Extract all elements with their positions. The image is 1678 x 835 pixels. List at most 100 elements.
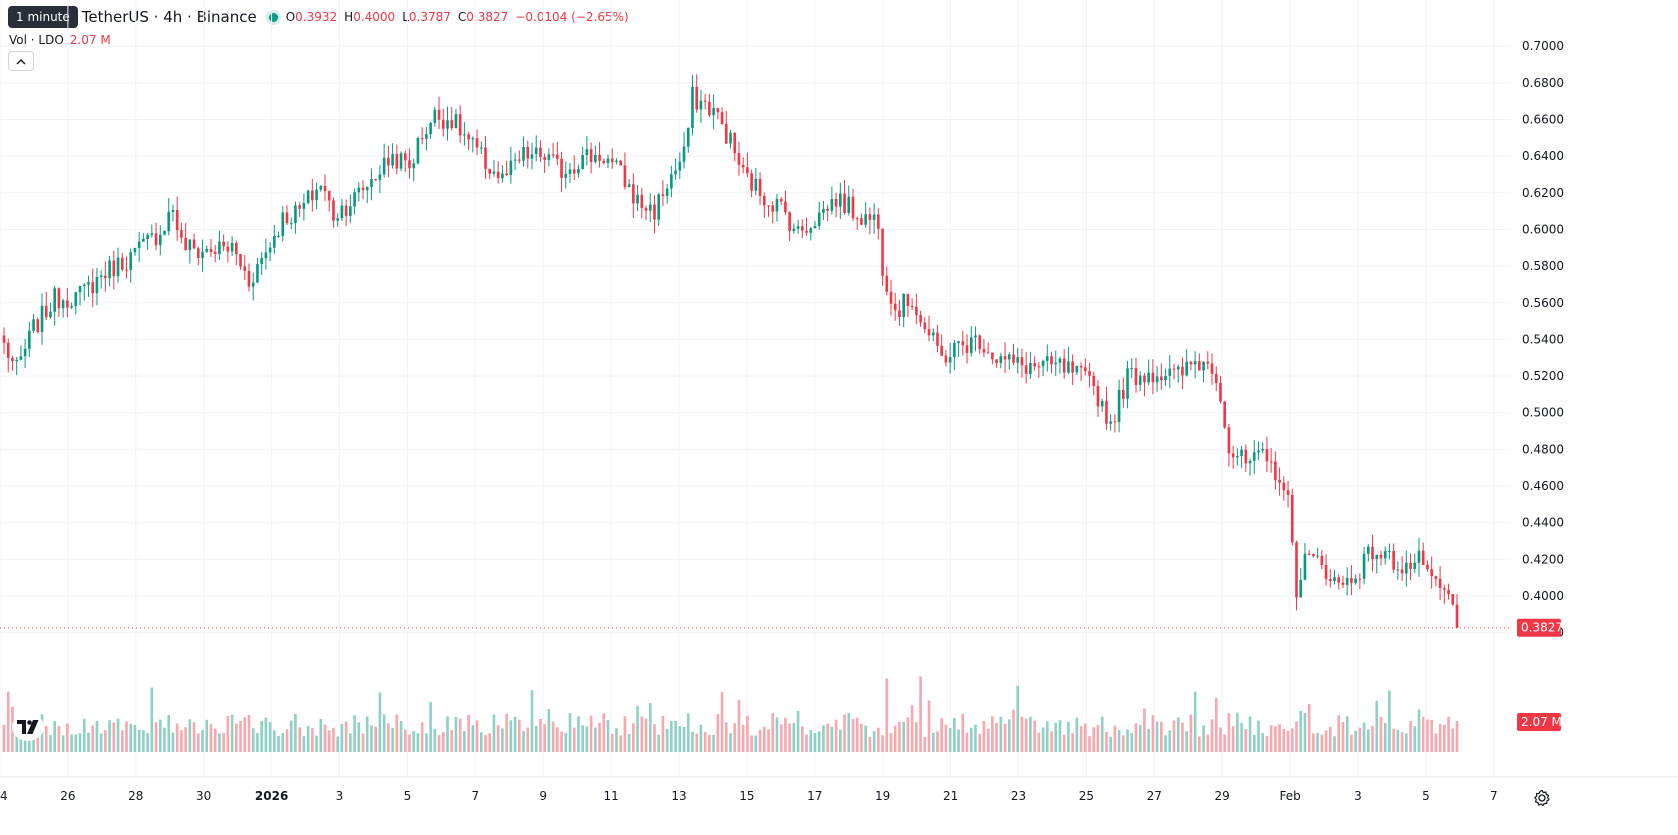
volume-bar	[724, 722, 728, 752]
candle	[893, 303, 897, 311]
candle	[877, 214, 880, 229]
candle	[594, 154, 597, 162]
candle	[125, 269, 128, 271]
candle	[184, 237, 187, 251]
candle	[940, 345, 944, 356]
volume-bar	[1274, 726, 1277, 752]
time-tick-label: 26	[60, 789, 75, 803]
volume-bar	[251, 728, 255, 752]
volume-bar	[1113, 725, 1117, 752]
candle	[999, 356, 1003, 364]
candle	[1248, 460, 1252, 464]
candle	[247, 270, 251, 287]
volume-bar	[327, 730, 331, 752]
volume-bar	[120, 730, 124, 752]
candle	[944, 355, 948, 363]
volume-bar	[779, 724, 783, 752]
candle	[809, 228, 813, 233]
candle	[1261, 449, 1265, 451]
volume-bar	[1100, 716, 1104, 752]
candle	[1451, 594, 1455, 605]
time-tick-label: 28	[128, 789, 143, 803]
candle	[1307, 553, 1311, 555]
candle	[370, 179, 373, 187]
candle	[429, 122, 432, 135]
volume-bar	[999, 716, 1003, 752]
volume-bar	[365, 716, 369, 752]
candle	[560, 158, 563, 178]
candle	[1003, 356, 1007, 360]
candle	[273, 236, 276, 248]
volume-bar	[594, 727, 597, 752]
volume-bar	[496, 725, 500, 752]
candle	[154, 233, 158, 246]
volume-bar	[1050, 731, 1053, 752]
candle	[889, 291, 893, 304]
candle	[682, 146, 686, 162]
candle	[1041, 360, 1045, 367]
volume-bar	[28, 733, 31, 752]
candle	[1312, 554, 1315, 557]
volume-bar	[137, 729, 141, 752]
volume-bar	[285, 729, 289, 752]
volume-bar	[353, 715, 356, 752]
volume-bar	[923, 736, 927, 752]
volume-bar	[1379, 716, 1383, 752]
volume-bar	[1299, 710, 1303, 752]
volume-bar	[1396, 729, 1400, 752]
market-open-status-icon	[268, 12, 278, 22]
volume-bar	[53, 721, 56, 752]
volume-bar	[1109, 736, 1112, 752]
candle	[1316, 555, 1319, 557]
candle	[906, 293, 910, 306]
price-tick-label: 0.4600	[1522, 479, 1564, 493]
symbol-title[interactable]: TetherUS · 4h · Binance	[81, 8, 257, 26]
candle	[779, 198, 783, 202]
price-tick-label: 0.6600	[1522, 112, 1564, 126]
volume-label[interactable]: Vol · LDO	[9, 33, 64, 47]
candle	[737, 153, 741, 165]
volume-bar	[526, 727, 530, 752]
candle	[230, 242, 234, 252]
volume-bar	[991, 716, 994, 752]
volume-bar	[881, 735, 884, 752]
volume-bar	[1236, 712, 1239, 752]
candle	[539, 147, 542, 157]
candle	[868, 214, 872, 220]
volume-bar	[1143, 708, 1146, 752]
candle	[881, 228, 884, 276]
gear-icon[interactable]	[1533, 789, 1551, 807]
volume-bar	[982, 720, 986, 752]
candle	[695, 86, 699, 110]
volume-bar	[281, 732, 285, 752]
volume-bar	[49, 734, 52, 752]
candle	[1164, 375, 1167, 380]
price-tick-label: 0.6400	[1522, 149, 1564, 163]
volume-bar	[319, 718, 323, 752]
collapse-legend-button[interactable]	[8, 51, 34, 71]
volume-bar	[1147, 728, 1150, 752]
volume-bar	[458, 718, 462, 752]
candle	[767, 205, 770, 207]
volume-bar	[370, 725, 373, 752]
volume-bar	[733, 723, 737, 752]
volume-bar	[2, 724, 6, 752]
volume-bar	[19, 735, 23, 752]
volume-bar	[1096, 724, 1100, 752]
volume-bar	[678, 726, 682, 752]
volume-bar	[556, 727, 559, 752]
candle	[446, 120, 449, 129]
volume-bar	[581, 725, 584, 752]
candle	[610, 158, 614, 163]
tradingview-logo-icon[interactable]	[12, 713, 44, 741]
volume-bar	[737, 699, 741, 752]
volume-bar	[1003, 723, 1007, 752]
candle	[1096, 386, 1100, 407]
volume-bar	[860, 723, 863, 752]
volume-bar	[847, 713, 851, 752]
volume-bar	[534, 725, 538, 752]
volume-bar	[1244, 729, 1248, 752]
candle	[395, 154, 399, 169]
candle	[1244, 449, 1248, 464]
